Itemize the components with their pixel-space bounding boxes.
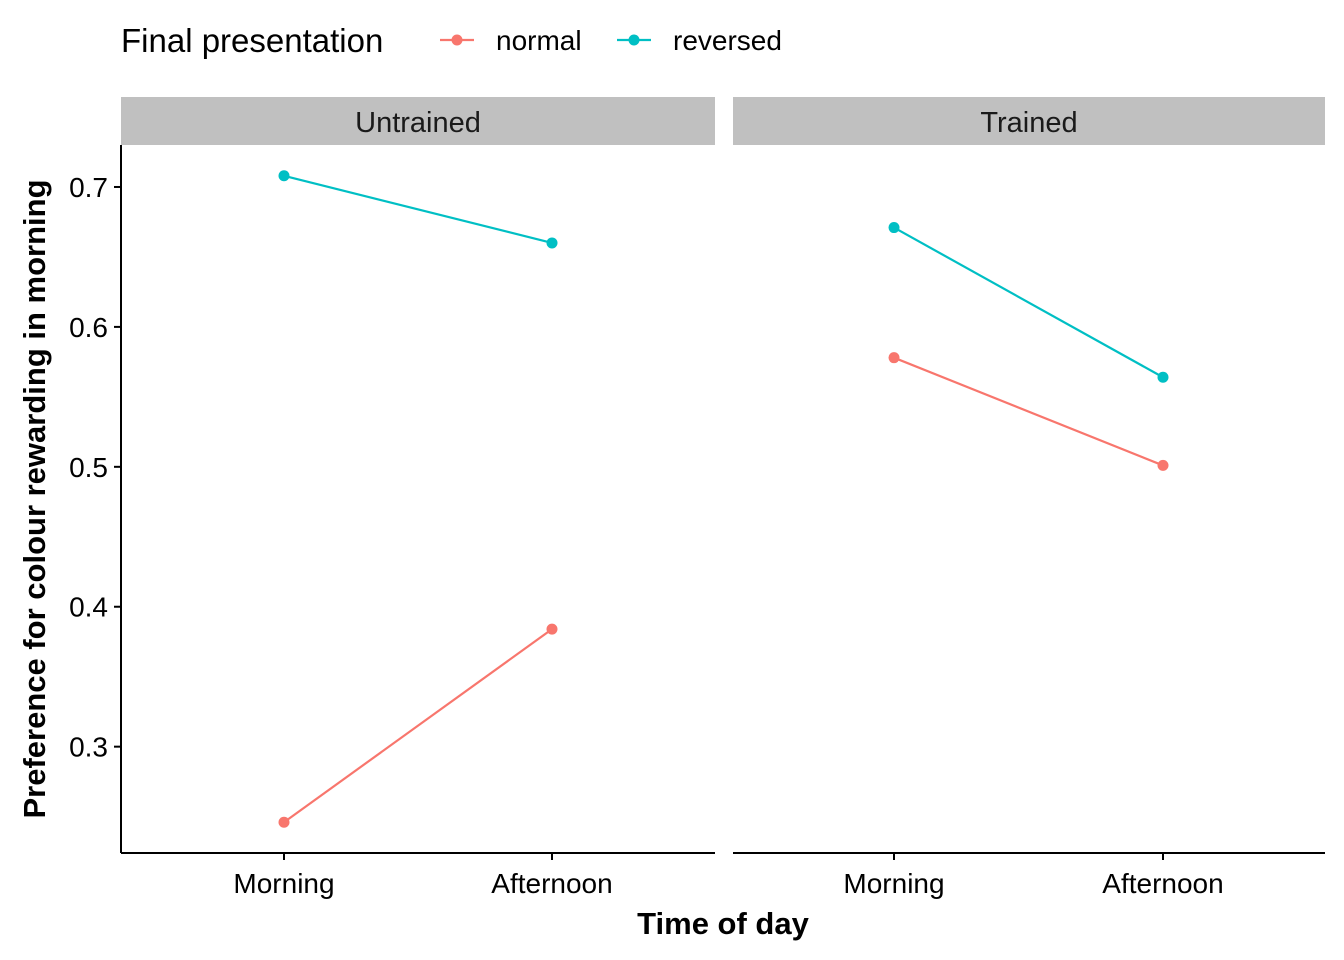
panel-strip-label-untrained: Untrained [355, 107, 481, 139]
series-line-reversed [283, 174, 553, 245]
x-tick-label: Afternoon [491, 868, 612, 899]
panel-marks-trained [888, 222, 1169, 471]
panel-strip-label-trained: Trained [980, 107, 1077, 139]
legend-entry-reversed: reversed [617, 25, 782, 56]
panel-strip-untrained [121, 97, 715, 145]
legend-label-reversed: reversed [673, 25, 782, 56]
legend-title: Final presentation [121, 22, 383, 59]
panel-trained: Trained [733, 97, 1325, 854]
data-point-reversed [888, 222, 900, 234]
legend-key-point-reversed [628, 34, 640, 46]
y-tick-label: 0.5 [69, 452, 108, 483]
y-tick-label: 0.6 [69, 312, 108, 343]
series-line-normal [893, 356, 1164, 467]
x-axis-ticks: Morning Afternoon Morning Afternoon [233, 853, 1224, 899]
legend-key-point-normal [451, 34, 463, 46]
data-point-normal [546, 623, 558, 635]
legend-entry-normal: normal [440, 25, 582, 56]
y-axis-ticks: 0.3 0.4 0.5 0.6 0.7 [69, 172, 121, 763]
data-point-normal [1157, 459, 1169, 471]
x-tick-label: Morning [233, 868, 334, 899]
series-line-reversed [893, 226, 1164, 379]
panel-strip-trained [733, 97, 1325, 145]
data-point-reversed [546, 237, 558, 249]
y-tick-label: 0.7 [69, 172, 108, 203]
legend-label-normal: normal [496, 25, 582, 56]
data-point-reversed [278, 170, 290, 182]
panel-marks-untrained [278, 170, 558, 828]
panel-untrained: Untrained [120, 97, 715, 854]
series-line-normal [283, 628, 553, 824]
y-tick-label: 0.4 [69, 592, 108, 623]
y-axis-title: Preference for colour rewarding in morni… [17, 179, 52, 818]
x-tick-label: Afternoon [1102, 868, 1223, 899]
x-axis-title: Time of day [637, 906, 809, 941]
legend: Final presentation normal reversed [121, 22, 782, 59]
data-point-normal [888, 352, 900, 364]
x-tick-label: Morning [843, 868, 944, 899]
y-tick-label: 0.3 [69, 732, 108, 763]
data-point-normal [278, 816, 290, 828]
data-point-reversed [1157, 371, 1169, 383]
